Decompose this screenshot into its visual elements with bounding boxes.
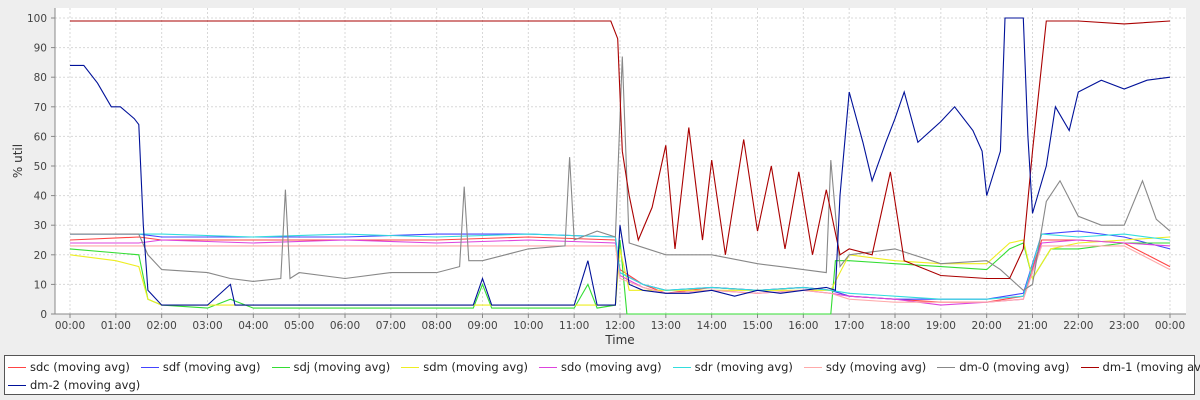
x-tick-label: 21:00 [1017,320,1047,332]
series-lines [69,17,1171,315]
legend-item: sdc (moving avg) [8,360,130,374]
legend-row: dm-2 (moving avg) [8,376,151,394]
series-line [70,56,1171,291]
x-tick-label: 11:00 [559,320,589,332]
x-tick-label: 03:00 [192,320,222,332]
line-chart: 0 10 20 30 40 50 60 70 80 90 100 00:00 01:00 02:00 03:… [11,8,1186,347]
x-tick-label: 01:00 [101,320,131,332]
legend-swatch [140,366,159,368]
legend-item: dm-1 (moving avg) [1080,360,1200,374]
x-tick-label: 00:00 [1155,320,1185,332]
legend-label: dm-2 (moving avg) [30,378,141,392]
x-tick-label: 08:00 [422,320,452,332]
x-tick-label: 20:00 [972,320,1002,332]
y-axis-title: % util [11,144,25,178]
legend-swatch [937,366,956,368]
y-tick-label: 90 [34,43,47,55]
legend-item: sdj (moving avg) [271,360,391,374]
legend-label: sdy (moving avg) [825,360,927,374]
x-tick-label: 17:00 [834,320,864,332]
legend-item: sdo (moving avg) [539,360,662,374]
legend-label: sdc (moving avg) [30,360,130,374]
legend-item: dm-2 (moving avg) [8,378,140,392]
x-tick-label: 12:00 [605,320,635,332]
series-line [70,17,1171,306]
y-tick-label: 80 [34,72,47,84]
legend-swatch [1080,366,1099,368]
x-tick-label: 07:00 [376,320,406,332]
legend-item: sdm (moving avg) [401,360,528,374]
x-tick-label: 13:00 [651,320,681,332]
series-line [70,20,1171,280]
legend-item: dm-0 (moving avg) [937,360,1070,374]
legend-swatch [8,384,26,386]
axes: 0 10 20 30 40 50 60 70 80 90 100 00:00 01:00 02:00 03:… [27,8,1186,332]
y-tick-label: 20 [34,250,47,262]
series-line [70,245,1171,303]
x-axis-title: Time [604,333,634,347]
legend-label: dm-0 (moving avg) [959,360,1070,374]
legend-swatch [539,366,558,368]
legend-label: sdm (moving avg) [423,360,529,374]
y-tick-label: 70 [34,102,47,114]
x-tick-label: 00:00 [55,320,85,332]
legend-swatch [271,366,290,368]
y-tick-label: 10 [34,279,47,291]
x-tick-label: 06:00 [330,320,360,332]
x-tick-label: 23:00 [1109,320,1139,332]
x-tick-label: 18:00 [880,320,910,332]
y-tick-label: 40 [34,191,47,203]
legend-item: sdf (moving avg) [140,360,261,374]
legend-label: sdr (moving avg) [694,360,793,374]
legend-swatch [401,366,420,368]
legend-label: sdj (moving avg) [293,360,391,374]
x-tick-label: 19:00 [926,320,956,332]
x-tick-label: 15:00 [742,320,772,332]
legend-swatch [8,366,26,368]
y-tick-label: 30 [34,220,47,232]
x-tick-label: 16:00 [788,320,818,332]
y-tick-label: 0 [40,309,47,321]
legend: sdc (moving avg) sdf (moving avg) sdj (mov… [4,355,1200,395]
y-tick-label: 60 [34,131,47,143]
x-tick-label: 02:00 [147,320,177,332]
legend-swatch [803,366,822,368]
legend-swatch [672,366,691,368]
legend-label: dm-1 (moving avg) [1102,360,1200,374]
x-tick-label: 14:00 [697,320,727,332]
legend-row: sdc (moving avg) sdf (moving avg) sdj (mov… [8,358,1200,376]
series-line [70,233,1171,300]
legend-label: sdo (moving avg) [561,360,662,374]
x-tick-label: 04:00 [238,320,268,332]
x-tick-label: 22:00 [1063,320,1093,332]
x-tick-label: 09:00 [467,320,497,332]
y-tick-label: 50 [34,161,47,173]
legend-label: sdf (moving avg) [162,360,261,374]
x-tick-label: 05:00 [284,320,314,332]
legend-item: sdr (moving avg) [672,360,793,374]
legend-item: sdy (moving avg) [803,360,927,374]
y-tick-label: 100 [27,13,47,25]
x-tick-label: 10:00 [513,320,543,332]
